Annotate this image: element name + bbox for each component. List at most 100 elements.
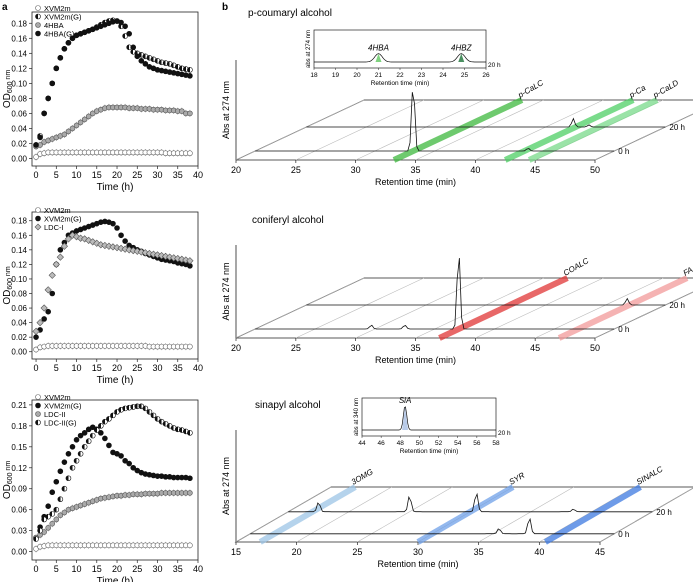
- legend-label: LDC-II(G): [44, 419, 77, 428]
- data-point: [118, 19, 124, 26]
- data-point: [32, 327, 40, 335]
- data-point: [166, 253, 174, 261]
- data-point: [85, 438, 92, 445]
- inset-x-tick-label: 54: [454, 440, 462, 447]
- grid-line: [594, 291, 693, 339]
- data-point: [187, 475, 193, 482]
- y-tick-label: 0.21: [11, 401, 27, 410]
- compound-band: [392, 97, 524, 163]
- compound-band: [416, 484, 515, 545]
- y-tick-label: 0.04: [11, 124, 27, 133]
- data-point: [57, 512, 64, 519]
- data-point: [61, 485, 68, 492]
- x-tick-label: 20: [231, 165, 241, 175]
- data-point: [57, 247, 64, 253]
- grid-line: [296, 486, 392, 543]
- x-tick-label: 35: [474, 547, 484, 557]
- y-tick-label: 0.18: [11, 217, 27, 226]
- data-point: [40, 304, 48, 312]
- legend-label: XVM2m(G): [44, 402, 82, 411]
- grid-line: [235, 99, 365, 161]
- x-tick-label: 50: [590, 343, 600, 353]
- x-tick-label: 35: [173, 564, 183, 574]
- data-point: [69, 444, 76, 450]
- plot-frame: [31, 399, 199, 561]
- y-tick-label: 0.18: [11, 422, 27, 431]
- y-tick-label: 0.12: [11, 260, 27, 269]
- data-point: [118, 453, 124, 459]
- legend-label: XVM2m: [44, 393, 71, 402]
- data-point: [161, 252, 170, 261]
- x-tick-label: 35: [173, 170, 183, 180]
- x-tick-label: 45: [595, 547, 605, 557]
- x-tick-label: 20: [112, 170, 122, 180]
- x-tick-label: 10: [72, 170, 82, 180]
- data-point: [49, 520, 56, 527]
- legend-label: XVM2m(G): [44, 215, 82, 224]
- inset-x-tick-label: 21: [375, 72, 383, 79]
- data-point: [64, 235, 73, 243]
- data-point: [49, 80, 56, 87]
- grid-line: [475, 277, 604, 339]
- trace-label: 20 h: [669, 301, 685, 310]
- data-point: [126, 460, 132, 467]
- data-point: [45, 308, 51, 315]
- data-point: [187, 343, 193, 350]
- inset-x-tick-label: 46: [378, 440, 386, 447]
- plot-frame: [31, 11, 199, 167]
- x-tick-label: 40: [534, 547, 544, 557]
- data-point: [186, 257, 194, 265]
- data-point: [89, 238, 97, 246]
- x-tick-label: 25: [132, 170, 142, 180]
- data-point: [53, 65, 60, 72]
- legend-label: XVM2m(G): [44, 13, 82, 22]
- grid-line: [235, 486, 332, 543]
- inset-x-axis-label: Retention time (min): [371, 80, 430, 87]
- x-tick-label: 20: [231, 343, 241, 353]
- data-point: [187, 150, 193, 157]
- y-tick-label: 0.08: [11, 94, 27, 103]
- data-point: [76, 234, 85, 242]
- y-tick-label: 0.18: [11, 19, 27, 28]
- x-tick-label: 40: [470, 165, 480, 175]
- inset-x-tick-label: 56: [473, 440, 481, 447]
- data-point: [187, 430, 193, 436]
- compound-label: FA: [682, 265, 693, 278]
- x-tick-label: 25: [352, 547, 362, 557]
- inset-peak-label: 4HBA: [368, 44, 389, 53]
- data-point: [89, 432, 96, 439]
- data-point: [77, 432, 84, 439]
- x-axis-label: Time (h): [97, 576, 134, 582]
- data-point: [81, 444, 88, 450]
- y-tick-label: 0.14: [11, 246, 27, 255]
- grid-line: [599, 487, 693, 543]
- data-point: [61, 131, 68, 138]
- inset-x-tick-label: 48: [397, 440, 405, 447]
- legend-marker: [35, 215, 41, 222]
- legend-marker: [35, 394, 41, 400]
- inset-x-tick-label: 22: [396, 72, 404, 79]
- y-axis-label: Abs at 274 nm: [221, 262, 231, 320]
- data-point: [154, 416, 161, 422]
- data-point: [85, 113, 92, 120]
- legend-marker: [35, 419, 41, 426]
- data-point: [49, 489, 56, 496]
- x-tick-label: 15: [92, 170, 102, 180]
- data-point: [150, 412, 157, 419]
- y-axis-label: OD600 nm: [2, 266, 14, 305]
- y-axis-label: OD600 nm: [2, 70, 14, 109]
- data-point: [142, 61, 149, 67]
- data-point: [137, 248, 145, 256]
- chromatogram-trace: [288, 492, 653, 513]
- x-tick-label: 30: [351, 165, 361, 175]
- x-tick-label: 15: [92, 363, 102, 373]
- data-point: [118, 232, 124, 239]
- data-point: [110, 412, 116, 419]
- data-point: [56, 253, 64, 261]
- x-tick-label: 30: [153, 170, 163, 180]
- data-point: [81, 430, 88, 436]
- data-point: [138, 58, 145, 64]
- legend-label: 4HBA(G): [44, 30, 75, 39]
- x-axis-label: Time (h): [97, 182, 134, 193]
- data-point: [45, 95, 51, 102]
